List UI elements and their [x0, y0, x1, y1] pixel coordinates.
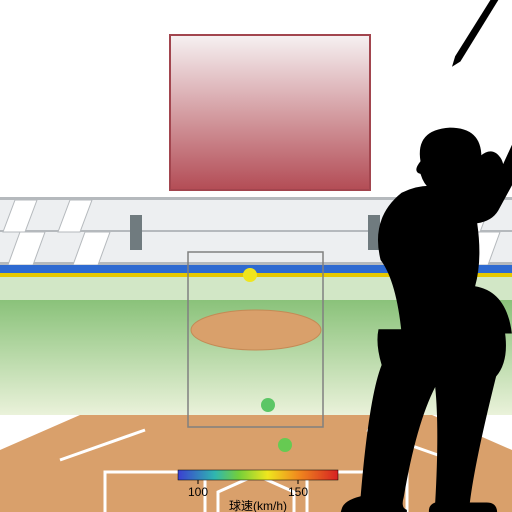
pitch-marker [261, 398, 275, 412]
pitch-marker [243, 268, 257, 282]
pitchers-mound [191, 310, 321, 350]
legend-axis-label: 球速(km/h) [229, 499, 287, 512]
pitch-marker [278, 438, 292, 452]
scoreboard-screen [170, 35, 370, 190]
legend-tick-label: 150 [288, 485, 308, 499]
legend-tick-label: 100 [188, 485, 208, 499]
pitch-location-scene: 100 150球速(km/h) [0, 0, 512, 512]
